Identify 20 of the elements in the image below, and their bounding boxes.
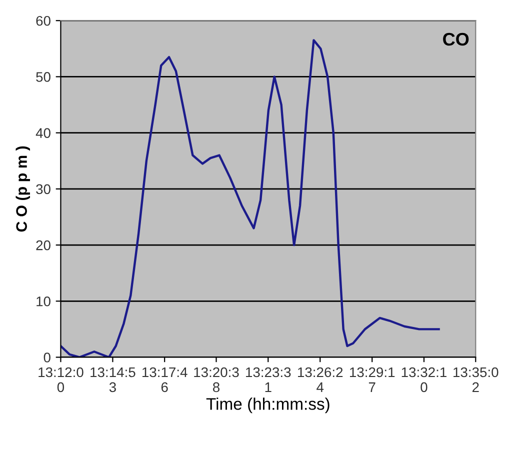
y-tick-label: 50	[36, 72, 50, 82]
text: CO	[443, 32, 469, 46]
y-tick-label: 60	[36, 16, 50, 26]
x-tick-label: 13:26:24	[298, 367, 343, 392]
x-tick-label: 13:23:31	[246, 367, 291, 392]
y-tick-label: 10	[36, 296, 50, 306]
x-tick-label: 13:14:53	[90, 367, 136, 392]
line-series	[60, 39, 440, 358]
x-tick-label: 13:12:00	[38, 367, 84, 392]
x-tick-label: 13:35:02	[454, 367, 498, 392]
x-tick-label: 13:32:10	[402, 367, 446, 392]
x-tick-label: 13:17:46	[142, 367, 188, 392]
y-tick-label: 30	[36, 184, 50, 194]
y-axis-title: C O (p p m )	[16, 146, 30, 232]
x-tick-label: 13:29:17	[350, 367, 395, 392]
y-tick-label: 20	[36, 240, 50, 250]
x-axis-title: Time (hh:mm:ss)	[206, 398, 330, 414]
y-tick-label: 0	[44, 352, 50, 362]
x-tick-label: 13:20:38	[194, 367, 239, 392]
y-tick-label: 40	[36, 128, 50, 138]
